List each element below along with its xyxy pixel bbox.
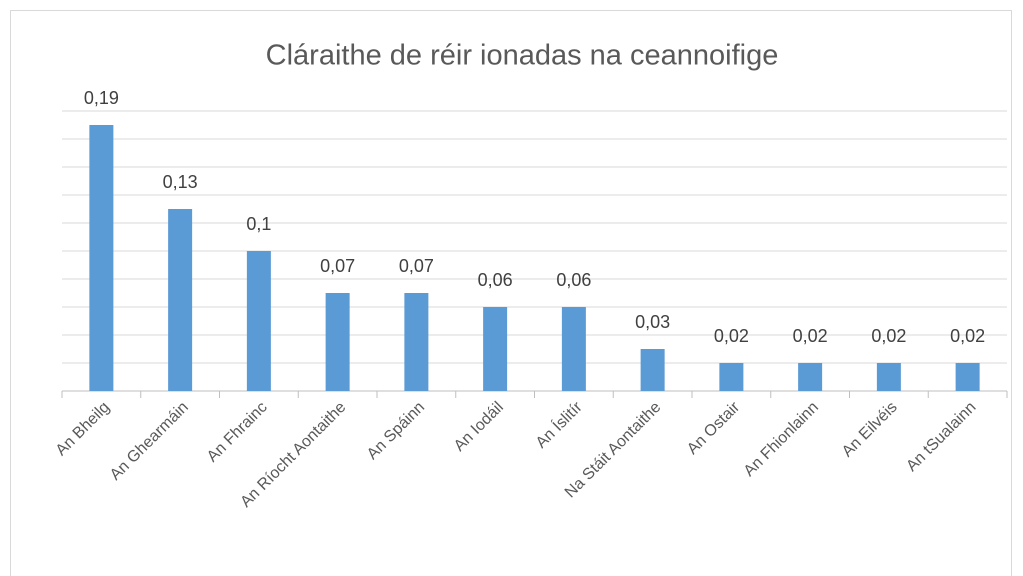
value-label: 0,06 bbox=[556, 270, 591, 290]
bar bbox=[640, 349, 665, 391]
bar bbox=[325, 293, 350, 391]
value-label: 0,02 bbox=[950, 326, 985, 346]
chart-frame bbox=[10, 10, 1012, 576]
bar bbox=[955, 363, 980, 391]
bar bbox=[168, 209, 193, 391]
value-label: 0,02 bbox=[793, 326, 828, 346]
bar bbox=[404, 293, 429, 391]
bar bbox=[483, 307, 508, 391]
value-label: 0,02 bbox=[871, 326, 906, 346]
bar bbox=[798, 363, 823, 391]
value-label: 0,19 bbox=[84, 88, 119, 108]
bar bbox=[246, 251, 271, 391]
value-label: 0,13 bbox=[163, 172, 198, 192]
value-label: 0,03 bbox=[635, 312, 670, 332]
value-label: 0,02 bbox=[714, 326, 749, 346]
bar bbox=[561, 307, 586, 391]
value-label: 0,1 bbox=[246, 214, 271, 234]
bar bbox=[89, 125, 114, 391]
chart-title: Cláraithe de réir ionadas na ceannoifige bbox=[266, 40, 779, 72]
bar bbox=[876, 363, 901, 391]
value-label: 0,07 bbox=[320, 256, 355, 276]
value-label: 0,07 bbox=[399, 256, 434, 276]
bar bbox=[719, 363, 744, 391]
value-label: 0,06 bbox=[478, 270, 513, 290]
